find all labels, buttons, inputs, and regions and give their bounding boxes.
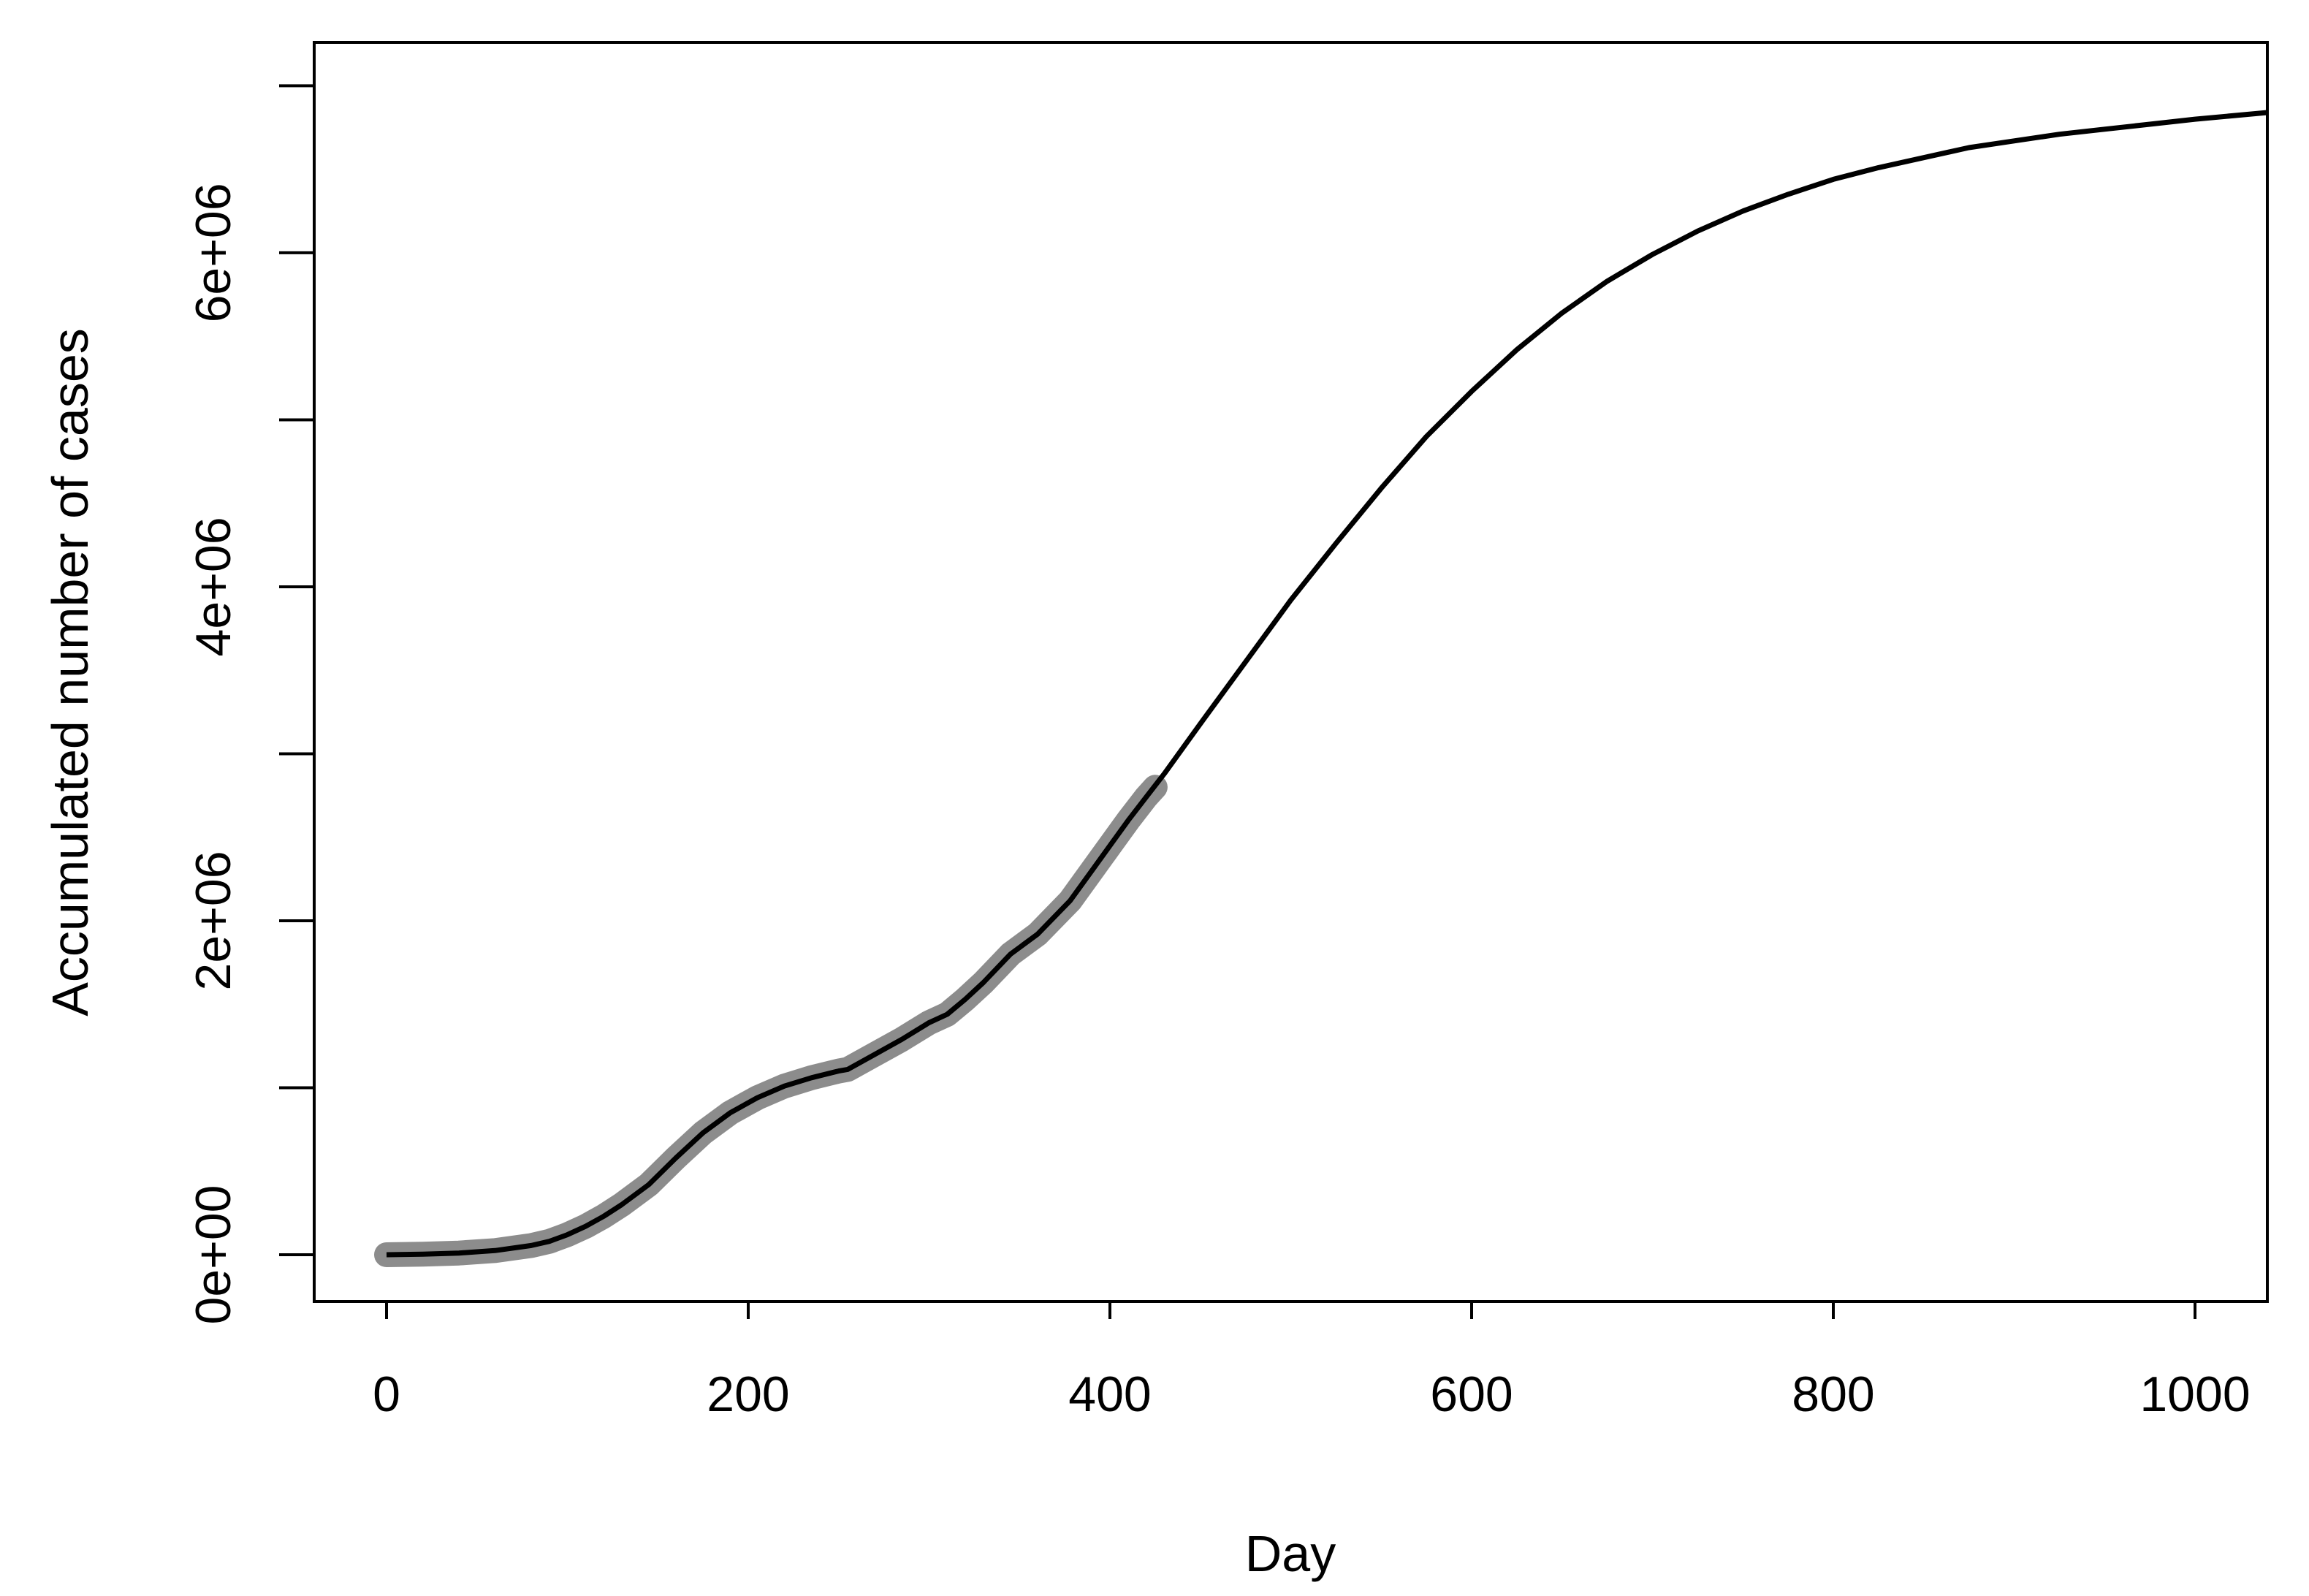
fitted-series-line — [386, 110, 2268, 1258]
x-axis-title: Day — [1245, 1525, 1336, 1582]
series-layer — [374, 110, 2268, 1267]
y-tick-label: 2e+06 — [186, 851, 241, 990]
y-tick-label: 4e+06 — [186, 517, 241, 656]
x-tick-label: 200 — [707, 1367, 789, 1422]
x-tick-label: 600 — [1430, 1367, 1513, 1422]
y-tick-label: 0e+00 — [186, 1185, 241, 1325]
y-tick-label: 6e+06 — [186, 183, 241, 322]
x-tick-label: 800 — [1792, 1367, 1874, 1422]
y-axis: 0e+00 2e+06 4e+06 6e+06 — [186, 84, 314, 1325]
plot-frame — [313, 41, 2269, 1303]
y-axis-title: Accumulated number of cases — [42, 328, 99, 1016]
observed-series-line — [374, 775, 1168, 1267]
x-tick-label: 0 — [373, 1367, 400, 1422]
x-axis: 0 200 400 600 800 1000 — [373, 1302, 2251, 1422]
x-tick-label: 1000 — [2139, 1367, 2250, 1422]
x-tick-label: 400 — [1068, 1367, 1151, 1422]
